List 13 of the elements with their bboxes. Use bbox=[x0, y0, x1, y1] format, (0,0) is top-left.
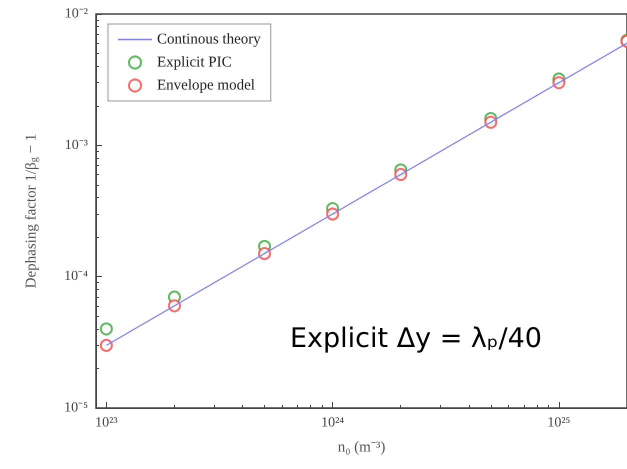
y-tick-label: 10⁻⁵ bbox=[64, 400, 88, 416]
y-tick-label: 10⁻² bbox=[64, 6, 88, 22]
legend-label: Continous theory bbox=[157, 32, 262, 48]
x-tick-label: 10²⁵ bbox=[547, 416, 571, 430]
y-tick-label: 10⁻⁴ bbox=[64, 269, 88, 284]
y-axis-title: Dephasing factor 1/βg − 1 bbox=[24, 134, 40, 288]
legend-label: Explicit PIC bbox=[157, 54, 232, 70]
legend-label: Envelope model bbox=[157, 78, 255, 94]
x-tick-label: 10²⁴ bbox=[321, 416, 344, 430]
annotation: Explicit Δy = λₚ/40 bbox=[290, 323, 542, 354]
x-axis-title: n₀ (m⁻³) bbox=[338, 440, 386, 456]
y-tick-label: 10⁻³ bbox=[64, 138, 88, 153]
x-tick-label: 10²³ bbox=[95, 416, 118, 430]
